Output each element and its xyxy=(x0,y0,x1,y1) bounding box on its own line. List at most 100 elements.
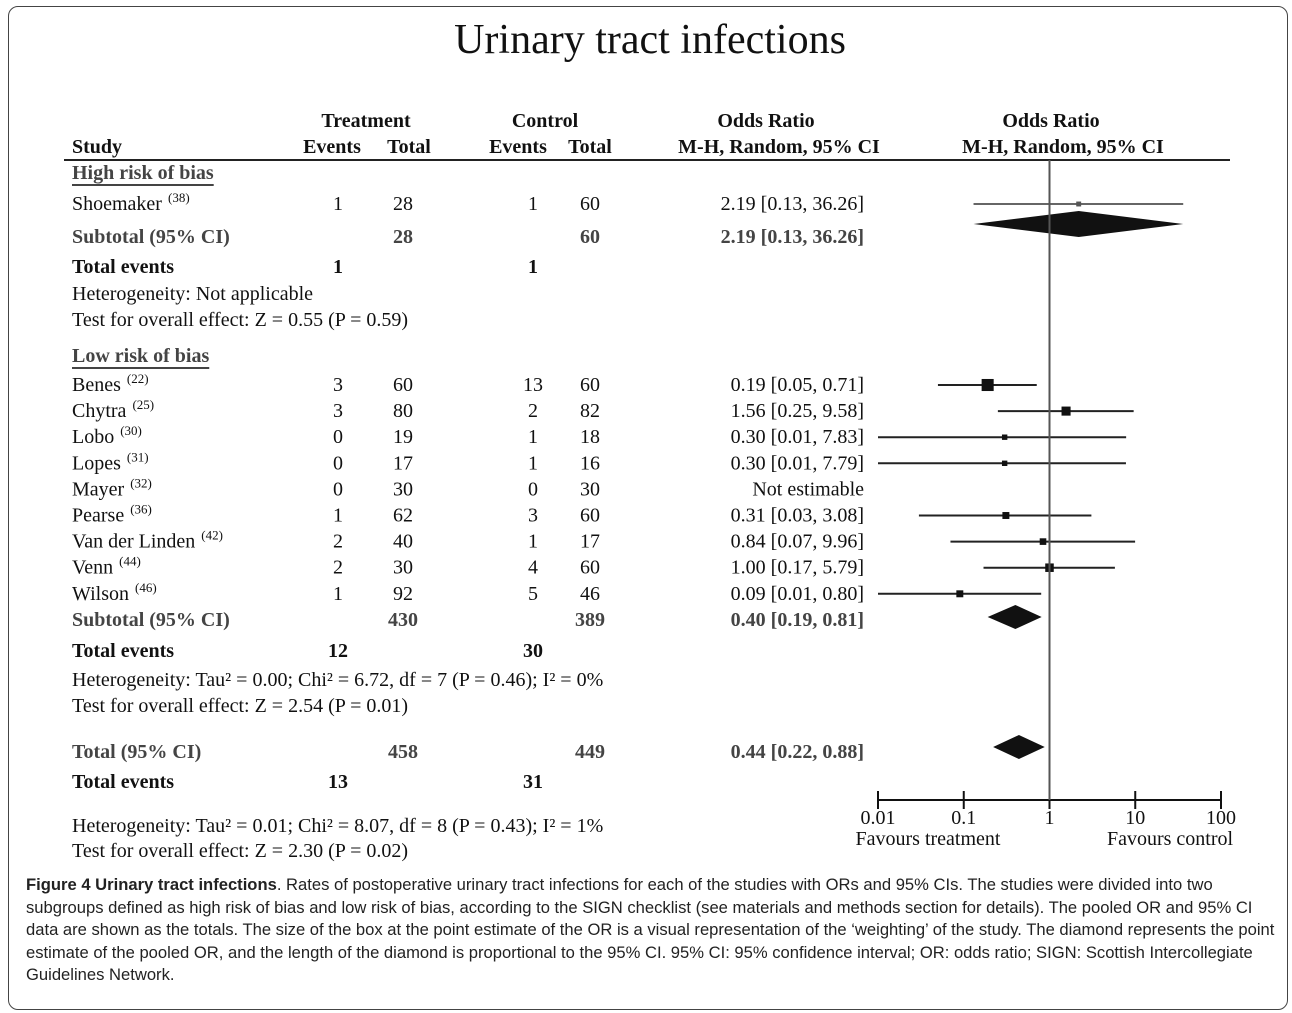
point-box xyxy=(1076,201,1082,207)
heterogeneity: Heterogeneity: Tau² = 0.01; Chi² = 8.07,… xyxy=(72,815,603,837)
study-name: Shoemaker (38) xyxy=(72,190,190,216)
point-box xyxy=(1001,460,1008,466)
study-name-text: Chytra xyxy=(72,400,127,422)
study-name-text: Benes xyxy=(72,374,121,396)
cell: 28 xyxy=(393,226,413,248)
cell: 2 xyxy=(528,400,538,422)
header: Events xyxy=(303,136,361,158)
cell: 13 xyxy=(523,374,543,396)
study-ref: (42) xyxy=(201,527,223,542)
cell: 60 xyxy=(580,193,600,215)
cell: 2.19 [0.13, 36.26] xyxy=(721,226,864,248)
study-name-text: Lopes xyxy=(72,452,121,474)
cell: 30 xyxy=(393,557,413,579)
cell: 0 xyxy=(333,452,343,474)
cell: 30 xyxy=(393,478,413,500)
study-name-text: Van der Linden xyxy=(72,531,195,553)
study-ref: (46) xyxy=(135,579,157,594)
cell: 80 xyxy=(393,400,413,422)
cell: 17 xyxy=(580,531,600,553)
cell: Not estimable xyxy=(752,478,864,500)
study-name-text: Pearse xyxy=(72,505,124,527)
cell: 4 xyxy=(528,557,538,579)
cell: 1 xyxy=(333,583,343,605)
total-events-label: Total events xyxy=(72,640,174,662)
plot-title: Urinary tract infections xyxy=(454,17,846,63)
study-name-text: Lobo xyxy=(72,426,114,448)
cell: 0 xyxy=(333,478,343,500)
cell: 92 xyxy=(393,583,413,605)
x-tick-label: 1 xyxy=(1045,807,1055,829)
point-box xyxy=(1039,538,1047,545)
pooled-diamond xyxy=(973,211,1184,237)
study-name: Chytra (25) xyxy=(72,397,154,423)
caption-label: Figure 4 Urinary tract infections xyxy=(26,875,277,894)
subgroup-label: High risk of bias xyxy=(72,162,214,184)
cell: 1 xyxy=(333,505,343,527)
caption: Figure 4 Urinary tract infections. Rates… xyxy=(26,874,1278,987)
header: Treatment xyxy=(321,110,411,132)
cell: 389 xyxy=(575,609,605,631)
cell: 40 xyxy=(393,531,413,553)
study-ref: (44) xyxy=(119,553,141,568)
pooled-diamond xyxy=(987,605,1042,629)
cell: 1 xyxy=(528,426,538,448)
x-tick-label: 0.01 xyxy=(861,807,896,829)
cell: 62 xyxy=(393,505,413,527)
cell: 60 xyxy=(580,505,600,527)
cell: 0.30 [0.01, 7.83] xyxy=(731,426,864,448)
heterogeneity: Heterogeneity: Not applicable xyxy=(72,283,313,305)
cell: 16 xyxy=(580,452,600,474)
header: Total xyxy=(568,136,612,158)
study-ref: (30) xyxy=(120,423,142,438)
cell: 3 xyxy=(333,400,343,422)
cell: 60 xyxy=(580,374,600,396)
study-name: Pearse (36) xyxy=(72,501,152,527)
study-name: Lobo (30) xyxy=(72,423,142,449)
point-box xyxy=(981,378,994,392)
cell: 0.84 [0.07, 9.96] xyxy=(731,531,864,553)
study-name-text: Shoemaker xyxy=(72,193,162,215)
x-tick-label: 100 xyxy=(1206,807,1236,829)
study-name-text: Wilson xyxy=(72,583,129,605)
cell: 30 xyxy=(523,640,543,662)
cell: 1 xyxy=(333,193,343,215)
cell: 0.31 [0.03, 3.08] xyxy=(731,505,864,527)
cell: 18 xyxy=(580,426,600,448)
header: Control xyxy=(512,110,579,132)
caption-text: . Rates of postoperative urinary tract i… xyxy=(26,875,1275,985)
study-name-text: Mayer xyxy=(72,478,125,500)
point-box xyxy=(1002,512,1010,519)
cell: 60 xyxy=(580,226,600,248)
pooled-diamond xyxy=(993,735,1045,759)
cell: 1 xyxy=(333,256,343,278)
cell: 430 xyxy=(388,609,418,631)
cell: 1 xyxy=(528,256,538,278)
study-name: Benes (22) xyxy=(72,371,149,397)
total-events-label: Total events xyxy=(72,256,174,278)
cell: 1 xyxy=(528,452,538,474)
axis-label: Favours treatment xyxy=(856,828,1001,850)
header: M-H, Random, 95% CI xyxy=(678,136,880,158)
axis-label: Favours control xyxy=(1107,828,1234,850)
cell: 0 xyxy=(333,426,343,448)
cell: 60 xyxy=(393,374,413,396)
cell: 46 xyxy=(580,583,600,605)
study-ref: (38) xyxy=(168,190,190,205)
header: Events xyxy=(489,136,547,158)
x-tick-label: 0.1 xyxy=(951,807,976,829)
study-name: Mayer (32) xyxy=(72,475,152,501)
overall-test: Test for overall effect: Z = 2.30 (P = 0… xyxy=(72,840,408,862)
study-name: Wilson (46) xyxy=(72,579,157,605)
total-label: Total (95% CI) xyxy=(72,741,201,763)
point-box xyxy=(956,590,964,598)
cell: 3 xyxy=(333,374,343,396)
subgroup-label: Low risk of bias xyxy=(72,345,209,367)
cell: 1.00 [0.17, 5.79] xyxy=(731,557,864,579)
x-tick-label: 10 xyxy=(1125,807,1145,829)
study-name: Van der Linden (42) xyxy=(72,527,223,553)
point-box xyxy=(1001,434,1008,440)
figure-frame xyxy=(8,6,1288,1010)
cell: 0.30 [0.01, 7.79] xyxy=(731,452,864,474)
